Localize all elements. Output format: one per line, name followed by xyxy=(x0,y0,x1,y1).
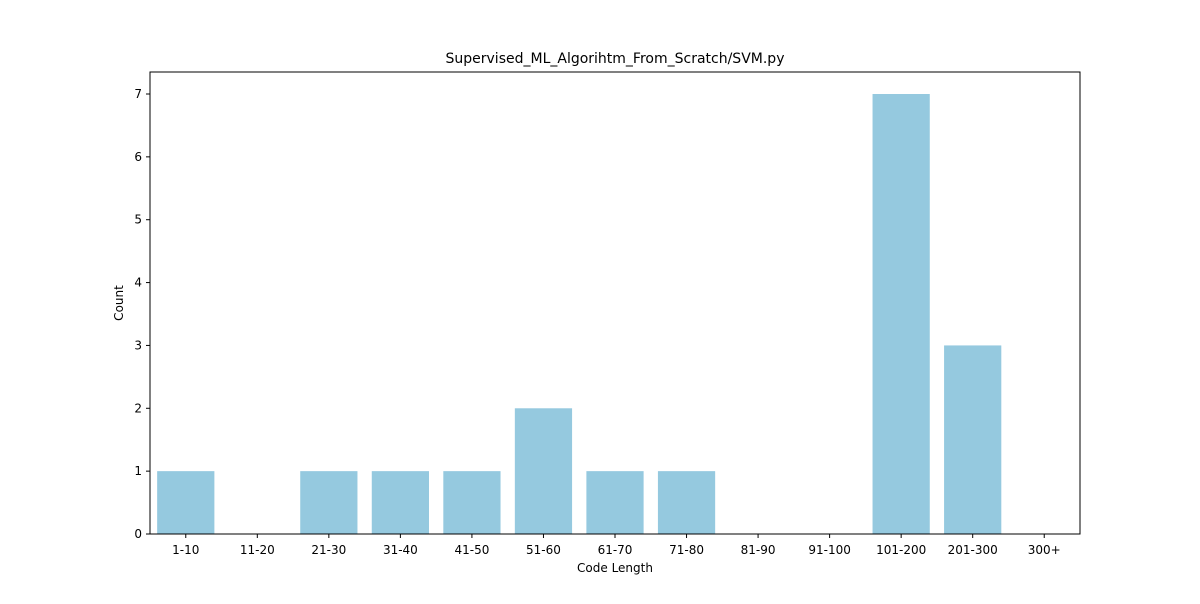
bars-group xyxy=(157,94,1002,534)
x-tick-label: 91-100 xyxy=(808,543,851,557)
bar xyxy=(443,471,501,534)
y-axis-label: Count xyxy=(112,285,126,321)
bar xyxy=(872,94,930,534)
bar xyxy=(944,345,1002,534)
plot-frame xyxy=(149,71,1081,535)
x-tick-label: 51-60 xyxy=(526,543,561,557)
x-tick-label: 81-90 xyxy=(741,543,776,557)
x-tick-label: 101-200 xyxy=(876,543,926,557)
y-tick-label: 6 xyxy=(134,150,142,164)
x-tick-label: 61-70 xyxy=(598,543,633,557)
x-axis-label: Code Length xyxy=(577,561,653,575)
x-tick-label: 31-40 xyxy=(383,543,418,557)
y-tick-label: 7 xyxy=(134,87,142,101)
bar xyxy=(300,471,358,534)
bar xyxy=(371,471,429,534)
x-tick-label: 21-30 xyxy=(311,543,346,557)
y-tick-label: 5 xyxy=(134,213,142,227)
y-tick-label: 0 xyxy=(134,527,142,541)
y-tick-label: 2 xyxy=(134,401,142,415)
x-tick-label: 300+ xyxy=(1028,543,1061,557)
bar xyxy=(514,408,573,534)
chart-title: Supervised_ML_Algorihtm_From_Scratch/SVM… xyxy=(446,51,785,67)
x-tick-label: 11-20 xyxy=(240,543,275,557)
x-axis: 1-10 11-20 21-30 31-40 41-50 51-60 61-70 71-80 8… xyxy=(172,534,1061,557)
x-tick-label: 71-80 xyxy=(669,543,704,557)
y-tick-label: 1 xyxy=(134,464,142,478)
y-axis: 0 1 2 3 4 5 6 7 xyxy=(134,87,150,541)
bar xyxy=(586,471,644,534)
x-tick-label: 201-300 xyxy=(948,543,998,557)
x-tick-label: 1-10 xyxy=(172,543,199,557)
bar xyxy=(157,471,215,534)
bar xyxy=(657,471,716,534)
x-tick-label: 41-50 xyxy=(454,543,489,557)
y-tick-label: 3 xyxy=(134,338,142,352)
y-tick-label: 4 xyxy=(134,276,142,290)
